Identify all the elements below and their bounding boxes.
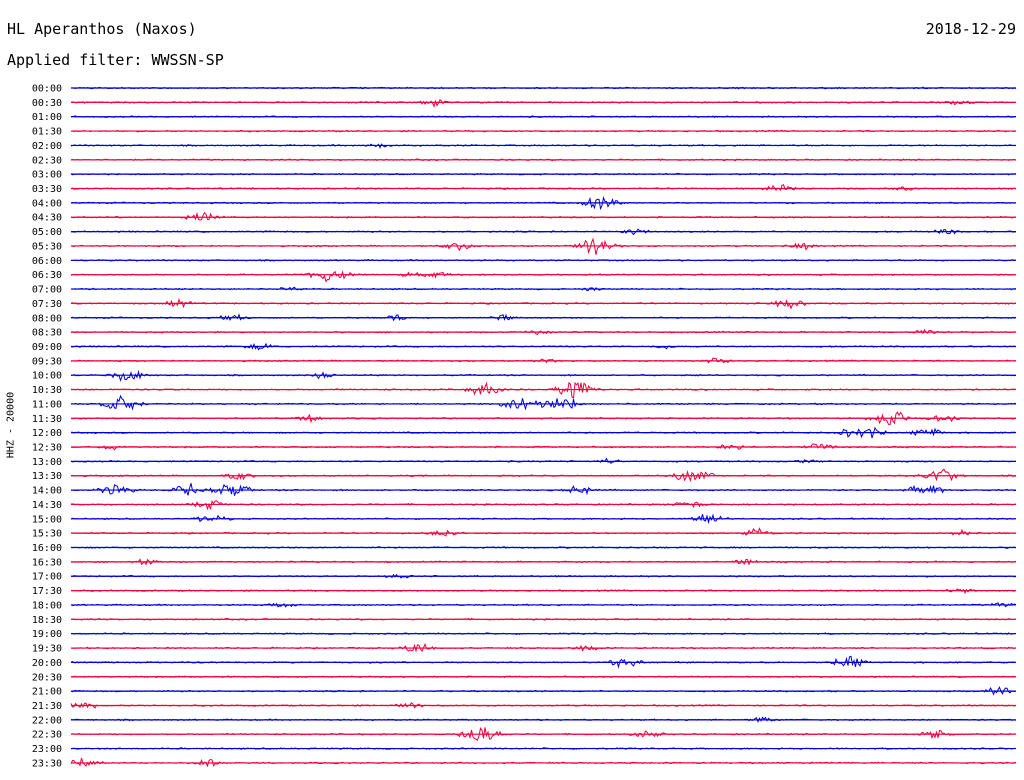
row-time-label: 11:30 — [32, 414, 62, 425]
row-time-label: 10:00 — [32, 371, 62, 382]
row-time-label: 19:30 — [32, 644, 62, 655]
row-time-label: 04:00 — [32, 198, 62, 209]
row-time-label: 05:00 — [32, 227, 62, 238]
row-time-label: 13:30 — [32, 471, 62, 482]
row-time-label: 15:00 — [32, 514, 62, 525]
row-time-label: 15:30 — [32, 529, 62, 540]
row-time-label: 14:30 — [32, 500, 62, 511]
seismogram-trace — [70, 184, 1017, 192]
row-time-label: 00:00 — [32, 84, 62, 95]
row-time-label: 22:00 — [32, 715, 62, 726]
row-time-label: 21:30 — [32, 701, 62, 712]
row-time-label: 07:00 — [32, 285, 62, 296]
seismogram-trace — [70, 211, 1017, 221]
seismogram-trace — [70, 381, 1017, 400]
row-time-label: 17:30 — [32, 586, 62, 597]
row-time-label: 18:00 — [32, 601, 62, 612]
seismogram-trace — [70, 237, 1017, 255]
filter-label: Applied filter: WWSSN-SP — [7, 51, 224, 69]
row-time-label: 03:30 — [32, 184, 62, 195]
date-label: 2018-12-29 — [925, 20, 1016, 38]
row-time-label: 08:30 — [32, 328, 62, 339]
row-time-label: 01:30 — [32, 127, 62, 138]
seismogram-trace — [70, 98, 1017, 108]
row-time-label: 06:30 — [32, 270, 62, 281]
row-time-label: 03:00 — [32, 170, 62, 181]
row-time-label: 10:30 — [32, 385, 62, 396]
row-time-label: 17:00 — [32, 572, 62, 583]
seismogram-trace — [70, 468, 1017, 483]
row-time-label: 12:30 — [32, 443, 62, 454]
row-time-label: 01:00 — [32, 112, 62, 123]
row-time-label: 02:00 — [32, 141, 62, 152]
row-time-label: 07:30 — [32, 299, 62, 310]
row-time-label: 04:30 — [32, 213, 62, 224]
row-time-label: 09:00 — [32, 342, 62, 353]
seismogram-trace — [70, 655, 1017, 669]
row-time-label: 11:00 — [32, 399, 62, 410]
row-time-label: 20:00 — [32, 658, 62, 669]
seismogram-trace — [70, 369, 1017, 382]
seismogram-trace — [70, 483, 1017, 496]
station-title: HL Aperanthos (Naxos) — [7, 20, 197, 38]
row-time-label: 16:30 — [32, 557, 62, 568]
row-time-label: 19:00 — [32, 629, 62, 640]
seismogram-trace — [70, 394, 1017, 411]
row-time-label: 16:00 — [32, 543, 62, 554]
row-time-label: 09:30 — [32, 356, 62, 367]
row-time-label: 21:00 — [32, 687, 62, 698]
row-time-label: 23:00 — [32, 744, 62, 755]
row-time-label: 06:00 — [32, 256, 62, 267]
row-time-label: 18:30 — [32, 615, 62, 626]
row-time-label: 13:00 — [32, 457, 62, 468]
row-time-label: 14:00 — [32, 486, 62, 497]
row-time-label: 23:30 — [32, 758, 62, 769]
row-time-label: 12:00 — [32, 428, 62, 439]
row-time-label: 05:30 — [32, 242, 62, 253]
row-time-label: 20:30 — [32, 672, 62, 683]
row-time-label: 02:30 — [32, 155, 62, 166]
seismogram-trace — [70, 757, 1017, 768]
row-time-label: 08:00 — [32, 313, 62, 324]
seismogram-trace — [70, 270, 1017, 283]
row-time-label: 22:30 — [32, 730, 62, 741]
seismogram-trace — [70, 527, 1017, 537]
row-time-label: 00:30 — [32, 98, 62, 109]
